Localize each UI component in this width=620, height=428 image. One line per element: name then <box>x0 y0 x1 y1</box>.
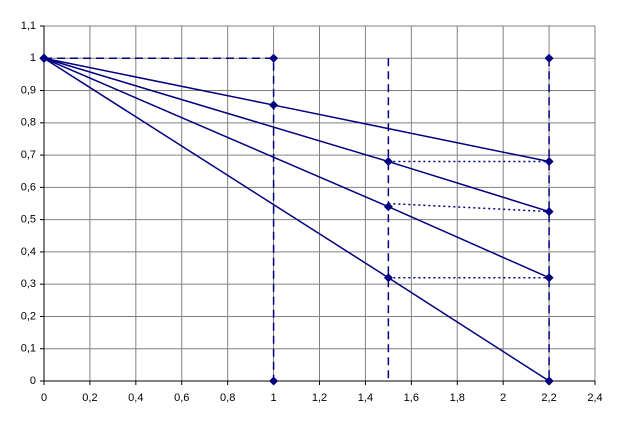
marker <box>544 376 554 386</box>
series-line <box>44 57 275 381</box>
y-tick-label: 0 <box>30 375 36 387</box>
y-tick-label: 0,7 <box>21 149 36 161</box>
marker <box>269 53 279 63</box>
series-line <box>388 202 550 213</box>
x-tick-label: 2,2 <box>541 392 556 404</box>
x-tick-label: 1 <box>271 392 277 404</box>
y-tick-label: 1 <box>30 52 36 64</box>
y-tick-label: 0,4 <box>21 246 36 258</box>
y-tick-label: 0,9 <box>21 84 36 96</box>
y-tick-label: 0,6 <box>21 181 36 193</box>
series-line <box>43 57 550 213</box>
y-tick-label: 0,3 <box>21 278 36 290</box>
x-tick-label: 1,2 <box>312 392 327 404</box>
x-tick-label: 0,2 <box>82 392 97 404</box>
x-tick-label: 0 <box>41 392 47 404</box>
series-line <box>43 57 550 279</box>
y-tick-label: 0,1 <box>21 343 36 355</box>
marker <box>544 53 554 63</box>
y-tick-label: 0,5 <box>21 214 36 226</box>
x-tick-label: 2,4 <box>587 392 602 404</box>
y-tick-label: 0,8 <box>21 117 36 129</box>
x-tick-label: 0,6 <box>174 392 189 404</box>
x-tick-label: 0,8 <box>220 392 235 404</box>
y-tick-label: 0,2 <box>21 310 36 322</box>
marker <box>39 53 49 63</box>
x-tick-label: 1,8 <box>450 392 465 404</box>
x-tick-label: 0,4 <box>128 392 143 404</box>
marker <box>269 376 279 386</box>
x-tick-label: 1,4 <box>358 392 373 404</box>
x-tick-label: 1,6 <box>404 392 419 404</box>
x-tick-label: 2 <box>500 392 506 404</box>
series-line <box>43 57 550 163</box>
y-tick-label: 1,1 <box>21 20 36 32</box>
